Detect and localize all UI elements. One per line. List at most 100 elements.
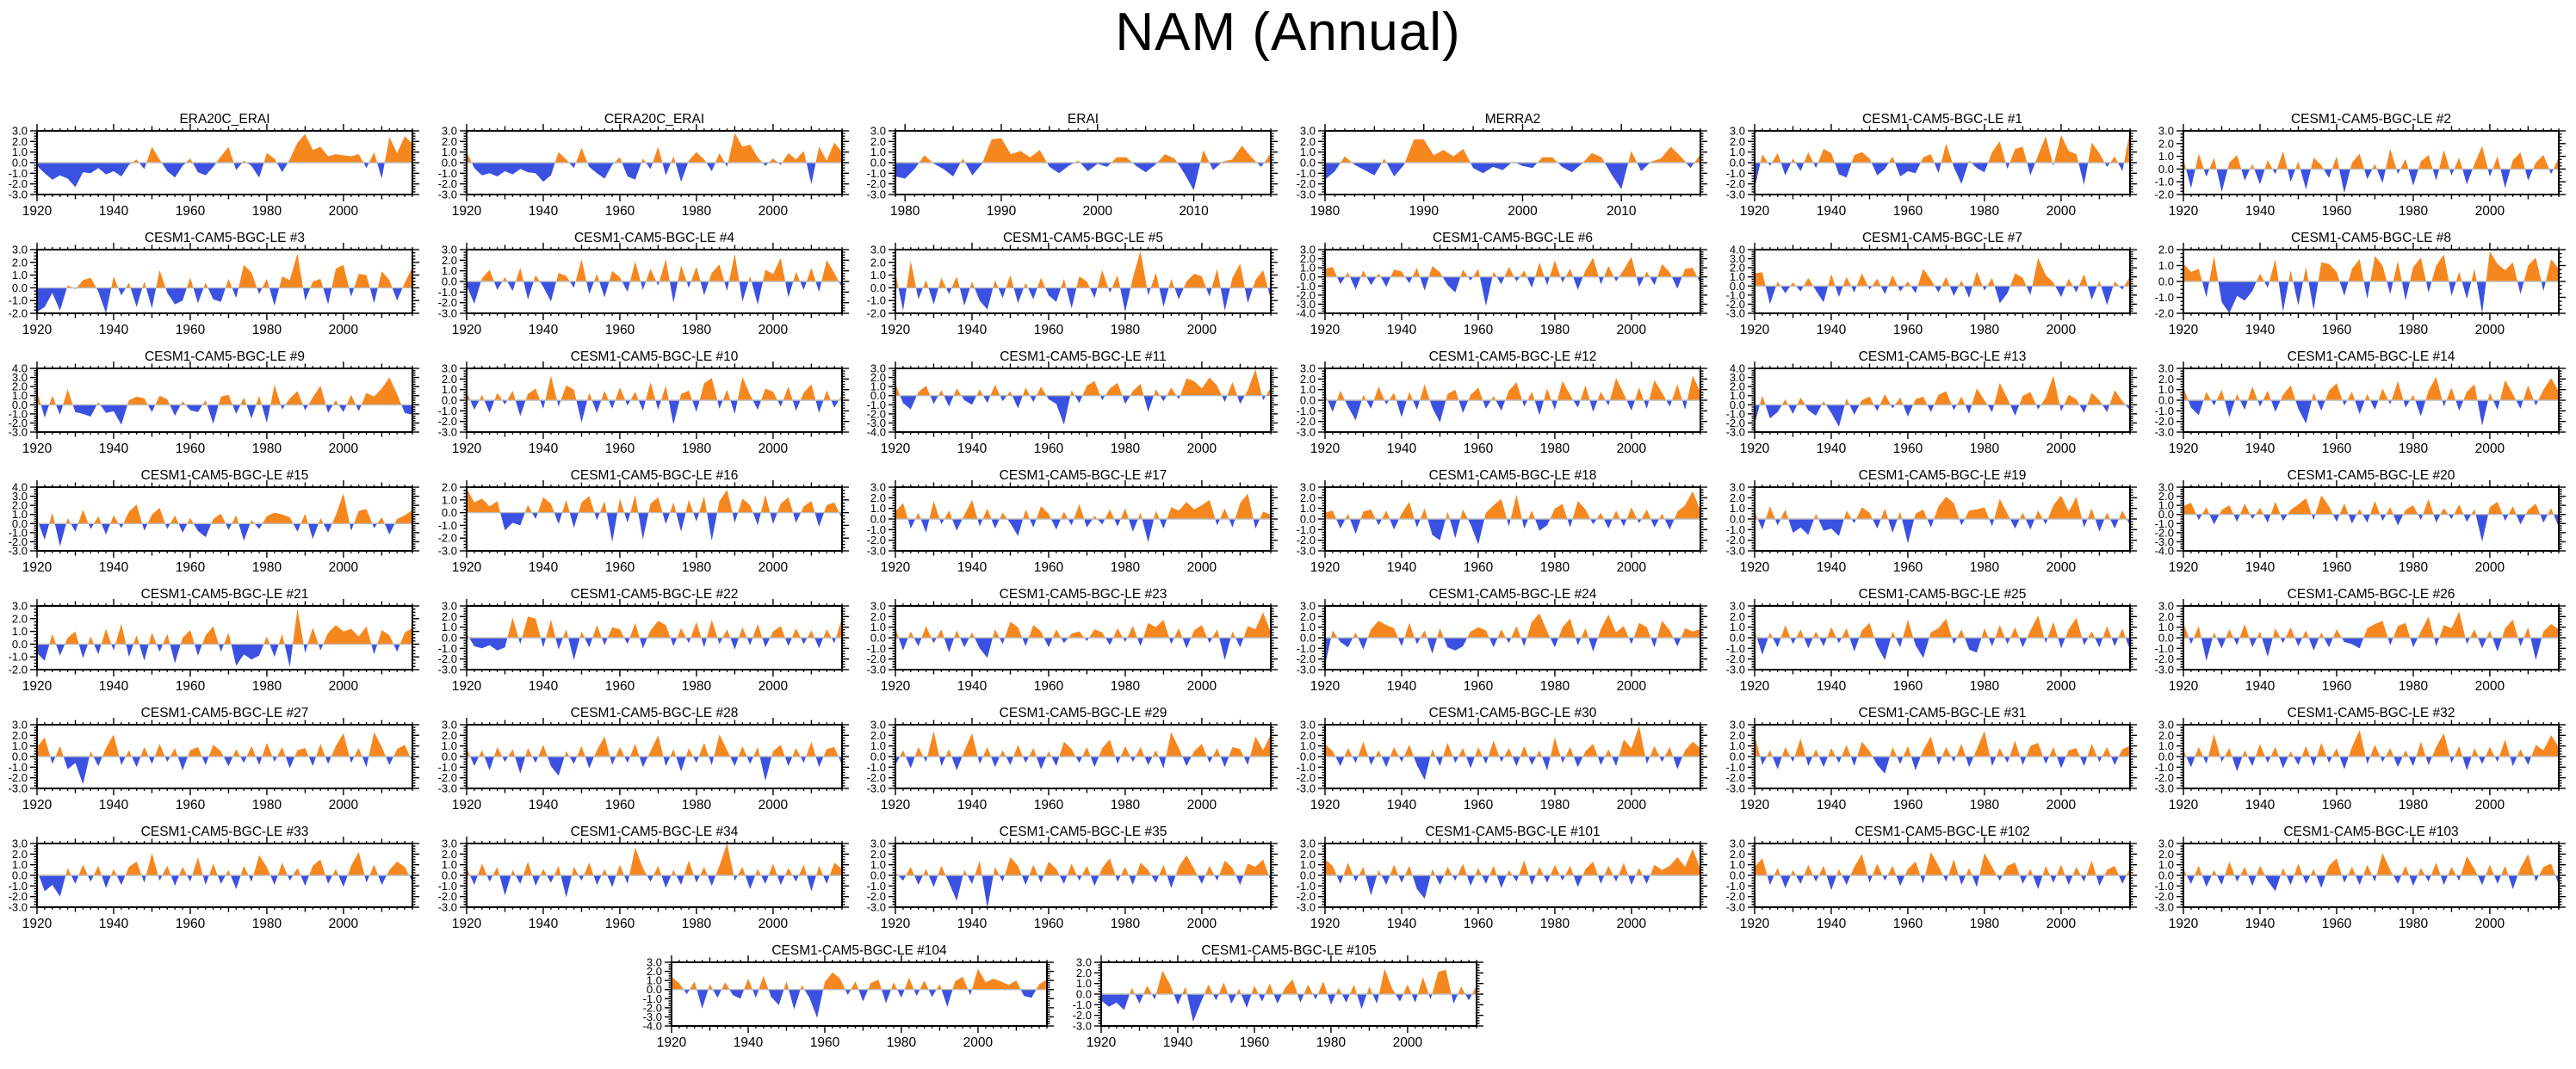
negative-anomaly-area	[466, 163, 842, 184]
chart-cesm1-cam5-bgc-le-23: CESM1-CAM5-BGC-LE #23 -3.0 -2.0 -1.0 0.0 1.0 2…	[858, 585, 1288, 704]
negative-anomaly-area	[895, 638, 1272, 660]
plot-frame	[465, 130, 843, 195]
y-tick-label: 3.0	[442, 719, 457, 732]
y-tick-label: -3.0	[2155, 782, 2174, 795]
y-tick-label: 0.0	[870, 157, 886, 170]
negative-anomaly-area	[2183, 281, 2560, 313]
x-tick-label: 2000	[2046, 679, 2076, 694]
chart-cesm1-cam5-bgc-le-104: CESM1-CAM5-BGC-LE #104 -4.0 -3.0 -2.0 -1.0 0.…	[635, 942, 1064, 1060]
x-tick-label: 1940	[99, 204, 129, 219]
x-tick-label: 1960	[1034, 679, 1064, 694]
y-tick-label: 3.0	[12, 371, 28, 384]
x-tick-label: 1980	[890, 204, 920, 219]
plot-frame	[1753, 843, 2131, 908]
y-tick-label: 2.0	[12, 380, 28, 393]
x-tick-label: 1960	[810, 1035, 840, 1050]
y-tick-label: -1.0	[437, 286, 456, 299]
x-tick-label: 1920	[1310, 442, 1341, 456]
y-tick-label: 1.0	[1300, 502, 1316, 515]
axis-ticks	[1318, 243, 1707, 320]
x-tick-label: 2000	[329, 442, 359, 456]
panel-title: CESM1-CAM5-BGC-LE #5	[1003, 231, 1163, 245]
x-tick-label: 2000	[329, 679, 359, 694]
x-tick-label: 1980	[681, 917, 711, 931]
positive-anomaly-area	[1754, 731, 2130, 757]
x-tick-label: 1980	[1969, 442, 1999, 456]
y-tick-label: -3.0	[1725, 307, 1744, 320]
positive-anomaly-area	[1754, 615, 2130, 638]
x-tick-label: 1920	[451, 798, 481, 813]
panel-title: CESM1-CAM5-BGC-LE #13	[1858, 349, 2026, 364]
x-tick-label: 2000	[758, 917, 788, 931]
y-tick-label: 1.0	[12, 389, 28, 402]
y-tick-label: 0.0	[1730, 280, 1745, 293]
x-tick-label: 1960	[176, 442, 206, 456]
y-tick-label: -1.0	[1073, 998, 1092, 1011]
negative-anomaly-area	[2183, 169, 2560, 194]
panel-title: CESM1-CAM5-BGC-LE #29	[1000, 706, 1167, 720]
negative-anomaly-area	[37, 644, 412, 667]
panel-title: CESM1-CAM5-BGC-LE #19	[1858, 468, 2026, 483]
panel-title: CESM1-CAM5-BGC-LE #26	[2288, 587, 2455, 602]
x-tick-label: 1980	[1969, 917, 1999, 931]
y-tick-label: 2.0	[1300, 252, 1316, 265]
panel-title: CESM1-CAM5-BGC-LE #3	[145, 231, 305, 245]
y-tick-label: 1.0	[12, 269, 28, 281]
y-tick-label: 3.0	[1300, 481, 1316, 494]
y-tick-label: 0.0	[870, 869, 886, 882]
y-tick-label: -1.0	[867, 761, 886, 774]
y-tick-label: 0.0	[2158, 163, 2174, 176]
y-tick-label: 0.0	[2158, 394, 2174, 407]
y-tick-label: 3.0	[2158, 837, 2174, 850]
y-tick-label: 0.0	[12, 281, 28, 294]
plot-frame	[2183, 249, 2561, 314]
y-tick-label: 1.0	[870, 380, 886, 393]
x-tick-label: 2000	[1617, 798, 1647, 813]
x-tick-label: 2000	[2475, 442, 2505, 456]
y-tick-label: -4.0	[643, 1020, 662, 1033]
negative-anomaly-area	[895, 757, 1272, 770]
x-tick-label: 1920	[22, 442, 53, 456]
x-tick-label: 2000	[2046, 798, 2076, 813]
y-tick-label: 2.0	[12, 612, 28, 625]
y-tick-label: -2.0	[1297, 177, 1316, 190]
negative-anomaly-area	[1754, 638, 2130, 660]
x-tick-label: 1960	[1892, 917, 1923, 931]
x-tick-label: 1920	[1739, 560, 1769, 575]
x-tick-label: 1940	[2245, 798, 2276, 813]
y-tick-label: 2.0	[2158, 137, 2174, 150]
y-tick-label: 3.0	[12, 600, 28, 613]
x-tick-label: 1940	[2245, 323, 2276, 337]
x-tick-label: 1940	[528, 798, 558, 813]
x-tick-label: 1960	[604, 442, 635, 456]
positive-anomaly-area	[895, 731, 1272, 757]
x-tick-label: 1960	[176, 798, 206, 813]
plot-frame	[36, 724, 413, 789]
y-tick-label: -2.0	[643, 1001, 662, 1014]
panel-title: CESM1-CAM5-BGC-LE #14	[2288, 349, 2455, 364]
plot-frame	[465, 368, 843, 433]
y-tick-label: -2.0	[1725, 298, 1744, 311]
y-tick-label: -1.0	[1297, 642, 1316, 655]
x-tick-label: 1920	[451, 442, 481, 456]
positive-anomaly-area	[37, 851, 412, 875]
y-tick-label: 2.0	[1300, 491, 1316, 504]
x-tick-label: 1980	[1969, 204, 1999, 219]
x-tick-label: 1940	[1387, 560, 1417, 575]
y-tick-label: -3.0	[1725, 188, 1744, 201]
y-tick-label: -3.0	[2155, 426, 2174, 439]
x-tick-label: 1920	[451, 323, 481, 337]
x-tick-label: 1940	[2245, 679, 2276, 694]
y-tick-label: 1.0	[2158, 858, 2174, 871]
y-tick-label: -2.0	[9, 307, 28, 320]
plot-frame	[895, 368, 1273, 433]
y-tick-label: -3.0	[437, 901, 456, 914]
x-tick-label: 1990	[1409, 204, 1439, 219]
chart-cesm1-cam5-bgc-le-27: CESM1-CAM5-BGC-LE #27 -3.0 -2.0 -1.0 0.0 1.0 2…	[0, 704, 430, 823]
negative-anomaly-area	[895, 395, 1272, 425]
y-tick-label: -1.0	[9, 294, 28, 307]
y-tick-label: -3.0	[437, 426, 456, 439]
negative-anomaly-area	[2183, 400, 2560, 426]
positive-anomaly-area	[895, 855, 1272, 875]
